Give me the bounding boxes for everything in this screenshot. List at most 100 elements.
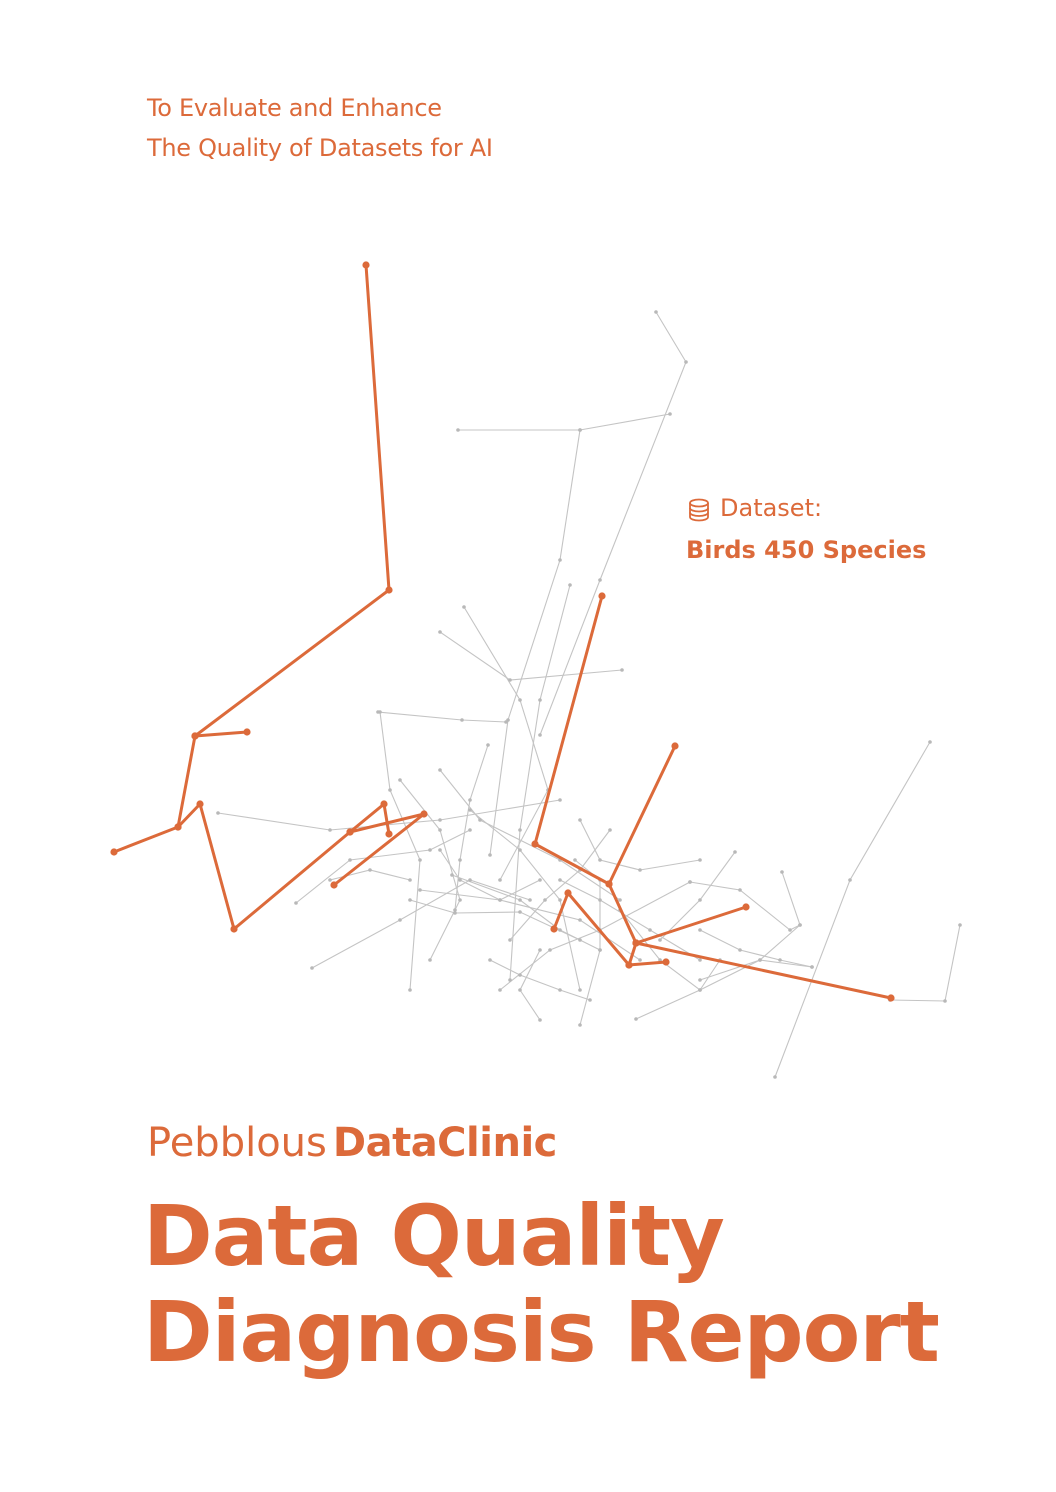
gray-node: [438, 848, 442, 852]
gray-node: [498, 878, 502, 882]
orange-node: [385, 830, 393, 838]
gray-node: [548, 948, 552, 952]
gray-branch: [311, 879, 531, 969]
orange-node: [330, 881, 338, 889]
gray-node: [928, 740, 932, 744]
gray-node: [450, 873, 454, 877]
orange-node: [110, 848, 118, 856]
gray-node: [408, 898, 412, 902]
gray-node: [458, 898, 462, 902]
gray-node: [460, 718, 464, 722]
gray-node: [458, 878, 462, 882]
gray-node: [328, 828, 332, 832]
gray-branch: [635, 959, 813, 1020]
gray-network: [217, 311, 961, 1078]
gray-branch: [439, 631, 623, 681]
dataset-label-row: Dataset:: [686, 488, 926, 528]
gray-branch: [539, 311, 687, 736]
gray-node: [538, 698, 542, 702]
gray-branch: [419, 889, 641, 961]
gray-node: [780, 870, 784, 874]
gray-branch: [689, 881, 801, 931]
gray-node: [598, 858, 602, 862]
gray-branch: [377, 711, 507, 723]
gray-branch: [619, 909, 721, 991]
gray-node: [958, 923, 962, 927]
gray-node: [698, 958, 702, 962]
orange-node: [174, 823, 182, 831]
gray-node: [388, 788, 392, 792]
network-graphic: [110, 261, 962, 1079]
gray-node: [578, 988, 582, 992]
gray-node: [518, 828, 522, 832]
orange-branch: [634, 905, 748, 945]
gray-node: [698, 978, 702, 982]
gray-node: [348, 858, 352, 862]
gray-node: [578, 818, 582, 822]
gray-node: [848, 878, 852, 882]
gray-node: [468, 798, 472, 802]
gray-node: [458, 858, 462, 862]
gray-node: [498, 898, 502, 902]
orange-branch: [533, 594, 677, 886]
gray-node: [578, 938, 582, 942]
gray-node: [738, 948, 742, 952]
gray-node: [478, 818, 482, 822]
product-name: DataClinic: [332, 1120, 557, 1166]
gray-branch: [699, 929, 813, 968]
report-title-line-2: Diagnosis Report: [143, 1283, 940, 1381]
orange-node: [662, 958, 670, 966]
orange-node: [385, 586, 393, 594]
gray-node: [488, 853, 492, 857]
orange-node: [671, 742, 679, 750]
gray-node: [598, 578, 602, 582]
gray-node: [698, 898, 702, 902]
gray-branch: [489, 429, 581, 856]
report-title: Data Quality Diagnosis Report: [143, 1188, 940, 1381]
gray-branch: [439, 849, 541, 901]
gray-node: [543, 898, 547, 902]
gray-node: [428, 848, 432, 852]
gray-node: [504, 720, 508, 724]
gray-node: [518, 973, 522, 977]
gray-branch: [774, 741, 931, 1078]
gray-node: [216, 811, 220, 815]
gray-node: [408, 878, 412, 882]
gray-node: [578, 428, 582, 432]
gray-branch: [295, 829, 471, 904]
gray-node: [698, 988, 702, 992]
orange-node: [243, 728, 251, 736]
gray-node: [788, 928, 792, 932]
gray-node: [468, 878, 472, 882]
gray-node: [588, 998, 592, 1002]
orange-node: [531, 840, 539, 848]
gray-node: [486, 743, 490, 747]
orange-node: [550, 925, 558, 933]
gray-node: [658, 938, 662, 942]
orange-branch: [332, 812, 426, 887]
orange-node: [625, 961, 633, 969]
gray-node: [648, 928, 652, 932]
orange-node: [230, 925, 238, 933]
tagline-line-1: To Evaluate and Enhance: [147, 94, 442, 122]
gray-node: [810, 965, 814, 969]
orange-node: [362, 261, 370, 269]
gray-node: [538, 1018, 542, 1022]
orange-node: [598, 592, 606, 600]
gray-branch: [509, 829, 611, 941]
gray-node: [698, 928, 702, 932]
gray-node: [518, 698, 522, 702]
gray-branch: [579, 819, 701, 871]
orange-branch: [193, 730, 249, 738]
gray-node: [518, 848, 522, 852]
gray-node: [453, 911, 457, 915]
dataset-label: Dataset:: [720, 494, 823, 522]
gray-node: [408, 988, 412, 992]
gray-node: [368, 868, 372, 872]
gray-node: [418, 888, 422, 892]
orange-node: [632, 939, 640, 947]
gray-node: [638, 868, 642, 872]
gray-branch: [574, 859, 601, 1026]
gray-node: [573, 858, 577, 862]
gray-node: [488, 958, 492, 962]
